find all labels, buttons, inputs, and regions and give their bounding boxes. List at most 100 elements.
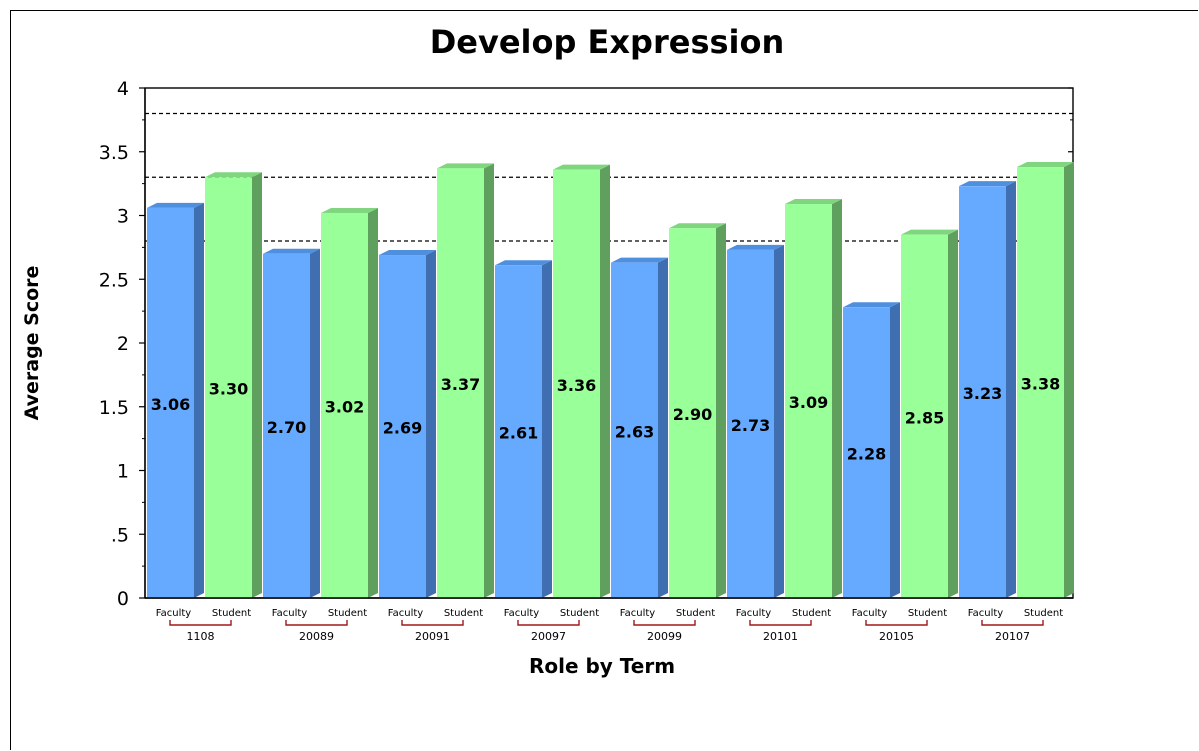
x-group-label: 20107: [995, 630, 1030, 643]
x-role-label: Faculty: [620, 608, 655, 619]
x-axis-label: Role by Term: [529, 654, 675, 678]
plot-area: 0 .5 1 1.5 2 2.5 3 3.5 4 3.06 Faculty 3.30 Student 11…: [99, 78, 1074, 643]
student-bar-top: [205, 172, 262, 178]
bar-value-label: 2.90: [673, 405, 712, 424]
group-bracket: [285, 620, 348, 626]
group-bracket: [981, 620, 1044, 626]
x-group-label: 20099: [647, 630, 682, 643]
bar-value-label: 3.30: [209, 380, 248, 399]
bar-value-label: 3.38: [1021, 375, 1060, 394]
bar-value-label: 2.73: [731, 416, 770, 435]
x-group-label: 20089: [299, 630, 334, 643]
student-bar-side: [252, 172, 262, 598]
x-role-label: Faculty: [272, 608, 307, 619]
faculty-bar: [263, 253, 310, 598]
faculty-bar: [611, 262, 658, 598]
x-group-label: 20091: [415, 630, 450, 643]
y-axis-label: Average Score: [21, 266, 43, 421]
bar-value-label: 2.28: [847, 445, 886, 464]
bar-value-label: 2.61: [499, 424, 538, 443]
faculty-bar-side: [426, 250, 436, 598]
group-bracket: [749, 620, 812, 626]
faculty-bar-top: [727, 244, 784, 250]
group-bracket: [169, 620, 232, 626]
y-tick-label: 2: [117, 333, 129, 355]
x-role-label: Student: [908, 608, 947, 619]
x-role-label: Student: [676, 608, 715, 619]
bar-value-label: 2.69: [383, 419, 422, 438]
faculty-bar-side: [658, 257, 668, 598]
faculty-bar-top: [495, 260, 552, 266]
student-bar: [437, 168, 484, 598]
faculty-bar-side: [890, 302, 900, 598]
y-tick-label: 0: [117, 588, 129, 610]
faculty-bar-side: [542, 260, 552, 598]
student-bar: [553, 169, 600, 598]
student-bar-side: [1064, 162, 1074, 599]
x-group-label: 20101: [763, 630, 798, 643]
bar-value-label: 3.06: [151, 395, 190, 414]
faculty-bar: [379, 255, 426, 598]
student-bar-side: [484, 163, 494, 598]
y-tick-label: .5: [111, 524, 129, 546]
y-tick-label: 1.5: [99, 397, 129, 419]
x-role-label: Student: [328, 608, 367, 619]
x-role-label: Student: [560, 608, 599, 619]
x-role-label: Faculty: [156, 608, 191, 619]
student-bar: [321, 212, 368, 598]
student-bar: [669, 228, 716, 598]
student-bar-side: [948, 229, 958, 598]
faculty-bar: [843, 307, 890, 598]
faculty-bar: [147, 207, 194, 598]
y-tick-label: 3: [117, 206, 129, 228]
x-role-label: Faculty: [968, 608, 1003, 619]
y-tick-label: 4: [117, 78, 129, 100]
faculty-bar-top: [959, 181, 1016, 187]
student-bar: [901, 234, 948, 598]
faculty-bar-top: [611, 257, 668, 263]
faculty-bar-top: [843, 302, 900, 308]
student-bar-side: [832, 199, 842, 598]
bar-value-label: 3.37: [441, 375, 480, 394]
faculty-bar-top: [379, 250, 436, 256]
bar-value-label: 3.09: [789, 393, 828, 412]
x-role-label: Faculty: [388, 608, 423, 619]
x-role-label: Faculty: [852, 608, 887, 619]
student-bar-top: [785, 199, 842, 205]
x-group-label: 20105: [879, 630, 914, 643]
student-bar-top: [1017, 162, 1074, 168]
faculty-bar-side: [1006, 181, 1016, 599]
x-group-label: 20097: [531, 630, 566, 643]
x-role-label: Faculty: [504, 608, 539, 619]
student-bar-top: [901, 229, 958, 235]
bar-value-label: 2.63: [615, 422, 654, 441]
group-bracket: [865, 620, 928, 626]
bar-value-label: 3.36: [557, 376, 596, 395]
bar-value-label: 3.23: [963, 384, 1002, 403]
bar-value-label: 2.70: [267, 418, 306, 437]
student-bar-top: [669, 223, 726, 229]
faculty-bar-side: [310, 248, 320, 598]
student-bar-top: [553, 164, 610, 170]
faculty-bar: [495, 265, 542, 598]
faculty-bar-top: [147, 202, 204, 208]
student-bar-top: [321, 207, 378, 213]
student-bar-side: [716, 223, 726, 598]
y-tick-label: 1: [117, 461, 129, 483]
faculty-bar-top: [263, 248, 320, 254]
faculty-bar: [959, 186, 1006, 599]
chart-title: Develop Expression: [430, 23, 785, 61]
x-role-label: Faculty: [736, 608, 771, 619]
bar-value-label: 3.02: [325, 397, 364, 416]
y-tick-label: 2.5: [99, 269, 129, 291]
student-bar-top: [437, 163, 494, 169]
student-bar: [1017, 167, 1064, 599]
x-group-label: 1108: [187, 630, 215, 643]
x-role-label: Student: [444, 608, 483, 619]
group-bracket: [517, 620, 580, 626]
student-bar: [785, 204, 832, 598]
faculty-bar-side: [774, 244, 784, 599]
group-bracket: [401, 620, 464, 626]
student-bar-side: [600, 164, 610, 598]
